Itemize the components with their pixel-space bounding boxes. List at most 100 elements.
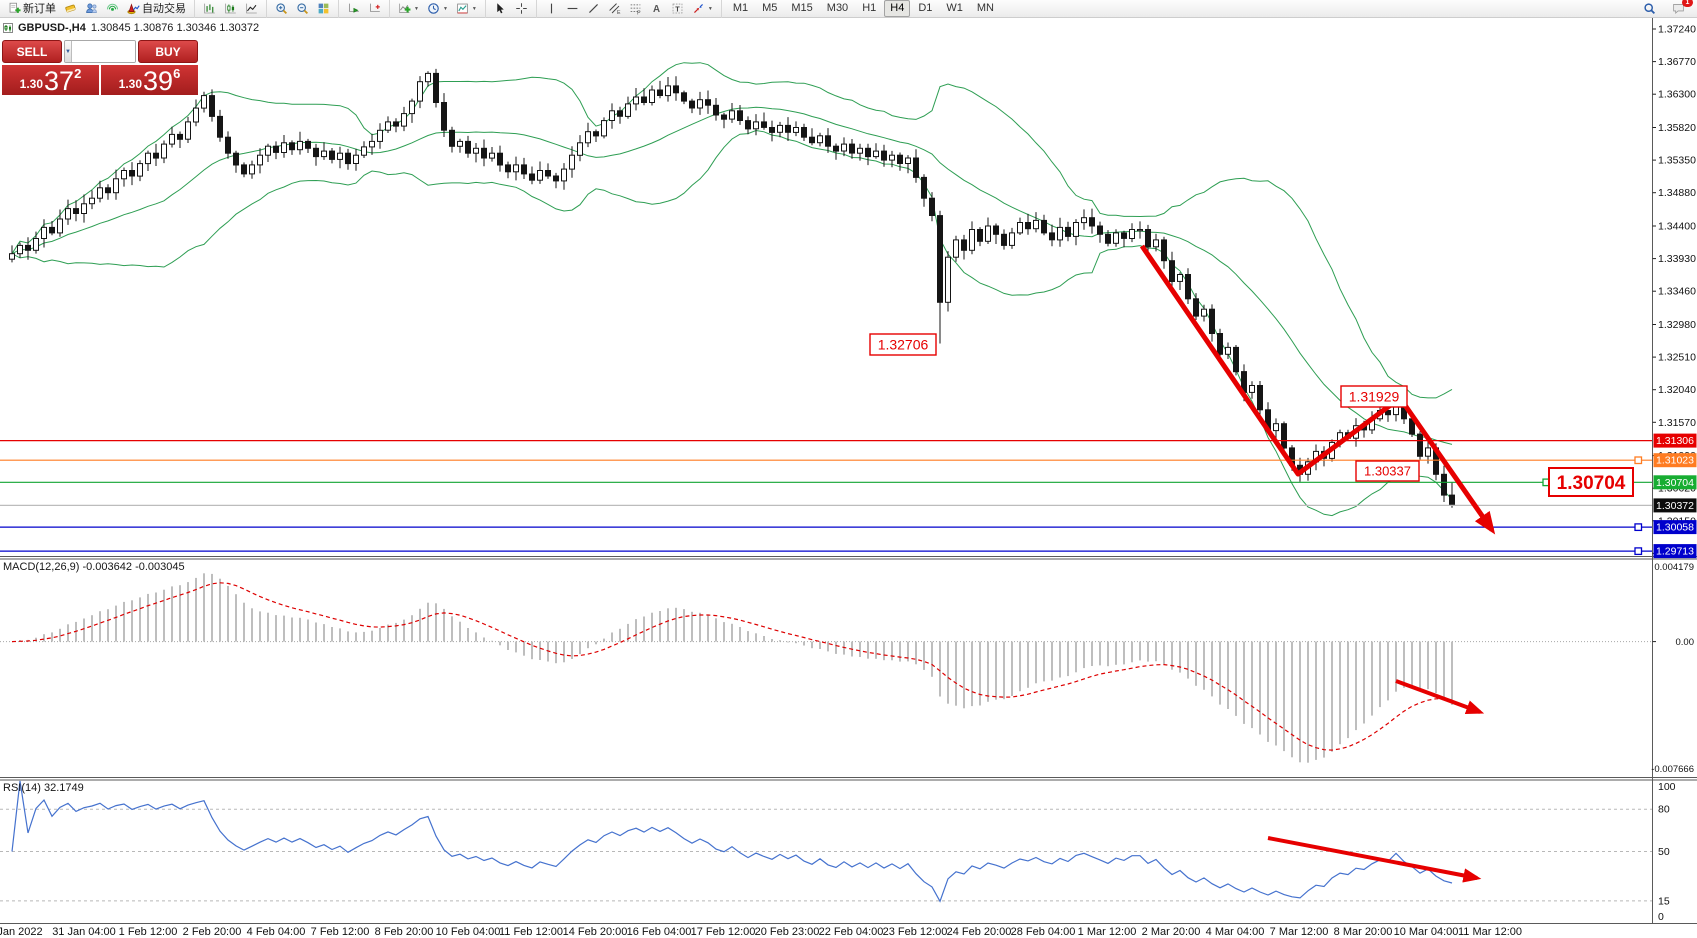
toolbar-group: ▼ ▼ ▼	[389, 0, 481, 18]
svg-text:0.004179: 0.004179	[1654, 562, 1694, 573]
bar-chart-button[interactable]	[199, 0, 220, 18]
svg-text:1.31570: 1.31570	[1658, 417, 1696, 429]
zoom-out-button[interactable]	[292, 0, 313, 18]
toolbar-group: 新订单 自动交易	[4, 0, 190, 18]
horizontal-price-lines[interactable]	[0, 440, 1652, 552]
svg-text:1.30058: 1.30058	[1656, 522, 1694, 534]
notifications-button[interactable]: 1	[1668, 0, 1693, 18]
timeframe-M15[interactable]: M15	[791, 2, 813, 14]
horizontal-line-button[interactable]	[562, 0, 583, 18]
sell-price-display[interactable]: 1.30 37 2	[2, 65, 99, 95]
tile-windows-icon	[318, 3, 329, 14]
buy-button[interactable]: BUY	[138, 40, 198, 63]
svg-text:4 Mar 04:00: 4 Mar 04:00	[1206, 926, 1265, 938]
symbol-timeframe: GBPUSD-,H4	[18, 22, 86, 34]
svg-text:1.31023: 1.31023	[1656, 455, 1694, 467]
svg-text:8 Mar 20:00: 8 Mar 20:00	[1334, 926, 1393, 938]
svg-text:10 Feb 04:00: 10 Feb 04:00	[436, 926, 501, 938]
svg-text:1.31306: 1.31306	[1656, 435, 1694, 447]
svg-text:28 Feb 04:00: 28 Feb 04:00	[1011, 926, 1076, 938]
zoom-in-icon	[276, 3, 288, 15]
auto-scroll-icon	[349, 3, 359, 13]
templates-button[interactable]: ▼	[452, 0, 481, 18]
sell-button[interactable]: SELL	[2, 40, 62, 63]
indicators-icon	[399, 3, 411, 13]
text-label-button[interactable]: T	[667, 0, 688, 18]
text-button[interactable]: A	[646, 0, 667, 18]
dropdown-caret-icon[interactable]: ▼	[707, 5, 713, 12]
candlestick-chart-button[interactable]	[220, 0, 241, 18]
svg-text:100: 100	[1658, 781, 1676, 793]
vertical-line-button[interactable]	[541, 0, 562, 18]
svg-text:11 Mar 12:00: 11 Mar 12:00	[1458, 926, 1522, 938]
timeframe-M1[interactable]: M1	[732, 2, 749, 14]
volume-input[interactable]	[71, 41, 135, 62]
indicators-button[interactable]: ▼	[394, 0, 423, 18]
toolbar-group	[338, 0, 385, 18]
svg-text:F: F	[637, 11, 640, 15]
candlestick-chart-icon	[225, 3, 236, 14]
time-axis[interactable]: Jan 2022 31 Jan 04:00 1 Feb 12:00 2 Feb 20:…	[0, 926, 1522, 938]
timeframe-MN[interactable]: MN	[976, 2, 994, 14]
tile-windows-button[interactable]	[313, 0, 334, 18]
price-annotation-labels[interactable]: 1.32706 1.31929 1.30337 1.30704	[869, 333, 1634, 497]
svg-text:1.36770: 1.36770	[1658, 56, 1696, 68]
svg-text:1.37240: 1.37240	[1658, 24, 1696, 36]
zoom-in-button[interactable]	[271, 0, 292, 18]
svg-text:1.29713: 1.29713	[1656, 546, 1694, 558]
timeframe-M5[interactable]: M5	[762, 2, 778, 14]
line-chart-button[interactable]	[241, 0, 262, 18]
timeframe-H1[interactable]: H1	[862, 2, 877, 14]
svg-text:1.30337: 1.30337	[1364, 464, 1411, 479]
cursor-icon	[497, 3, 504, 14]
profiles-button[interactable]	[81, 0, 102, 18]
broadcast-button[interactable]	[102, 0, 123, 18]
trendline-button[interactable]	[583, 0, 604, 18]
arrows-button[interactable]: ▼	[688, 0, 717, 18]
svg-text:-0.007666: -0.007666	[1651, 764, 1694, 775]
eraser-button[interactable]	[60, 0, 81, 18]
vertical-line-icon	[550, 3, 552, 14]
trend-arrows[interactable]	[1139, 244, 1496, 883]
axis-price-flags: 1.31306 1.31023 1.30704 1.30372 1.30058 1.297…	[1542, 433, 1697, 559]
svg-text:1.34400: 1.34400	[1658, 221, 1696, 233]
svg-text:E: E	[617, 10, 621, 15]
search-button[interactable]	[1639, 0, 1660, 18]
volume-decrease-button[interactable]: ▼	[65, 41, 72, 62]
timeframe-W1[interactable]: W1	[946, 2, 963, 14]
search-icon	[1644, 3, 1656, 15]
svg-text:1.31929: 1.31929	[1349, 389, 1400, 405]
buy-price-display[interactable]: 1.30 39 6	[101, 65, 198, 95]
volume-spinner: ▼ ▲	[64, 40, 136, 63]
chart-shift-button[interactable]	[364, 0, 385, 18]
buy-price-pips: 39	[143, 66, 174, 96]
timeframe-M30[interactable]: M30	[826, 2, 849, 14]
periods-button[interactable]: ▼	[423, 0, 452, 18]
svg-text:1.35350: 1.35350	[1658, 155, 1696, 167]
rsi-line	[11, 780, 1453, 903]
svg-text:1 Feb 12:00: 1 Feb 12:00	[119, 926, 178, 938]
svg-text:80: 80	[1658, 804, 1670, 816]
timeframe-H4[interactable]: H4	[884, 0, 911, 17]
svg-text:1 Mar 12:00: 1 Mar 12:00	[1078, 926, 1137, 938]
cursor-button[interactable]	[490, 0, 511, 18]
svg-text:1.30704: 1.30704	[1557, 473, 1626, 494]
timeframe-D1[interactable]: D1	[918, 2, 933, 14]
dropdown-caret-icon[interactable]: ▼	[442, 5, 448, 12]
svg-text:1.32980: 1.32980	[1658, 319, 1696, 331]
svg-text:4 Feb 04:00: 4 Feb 04:00	[247, 926, 306, 938]
svg-text:50: 50	[1658, 846, 1670, 858]
auto-trading-button[interactable]: 自动交易	[123, 0, 190, 18]
new-order-button[interactable]: 新订单	[4, 0, 60, 18]
auto-scroll-button[interactable]	[343, 0, 364, 18]
svg-text:1.32510: 1.32510	[1658, 352, 1696, 364]
equidistant-channel-button[interactable]: E	[604, 0, 625, 18]
pane-borders	[0, 18, 1697, 924]
svg-text:1.32706: 1.32706	[878, 337, 929, 353]
dropdown-caret-icon[interactable]: ▼	[414, 5, 419, 12]
dropdown-caret-icon[interactable]: ▼	[471, 5, 477, 12]
fibonacci-button[interactable]: F	[625, 0, 646, 18]
crosshair-button[interactable]	[511, 0, 532, 18]
chart-shift-icon	[370, 3, 380, 12]
